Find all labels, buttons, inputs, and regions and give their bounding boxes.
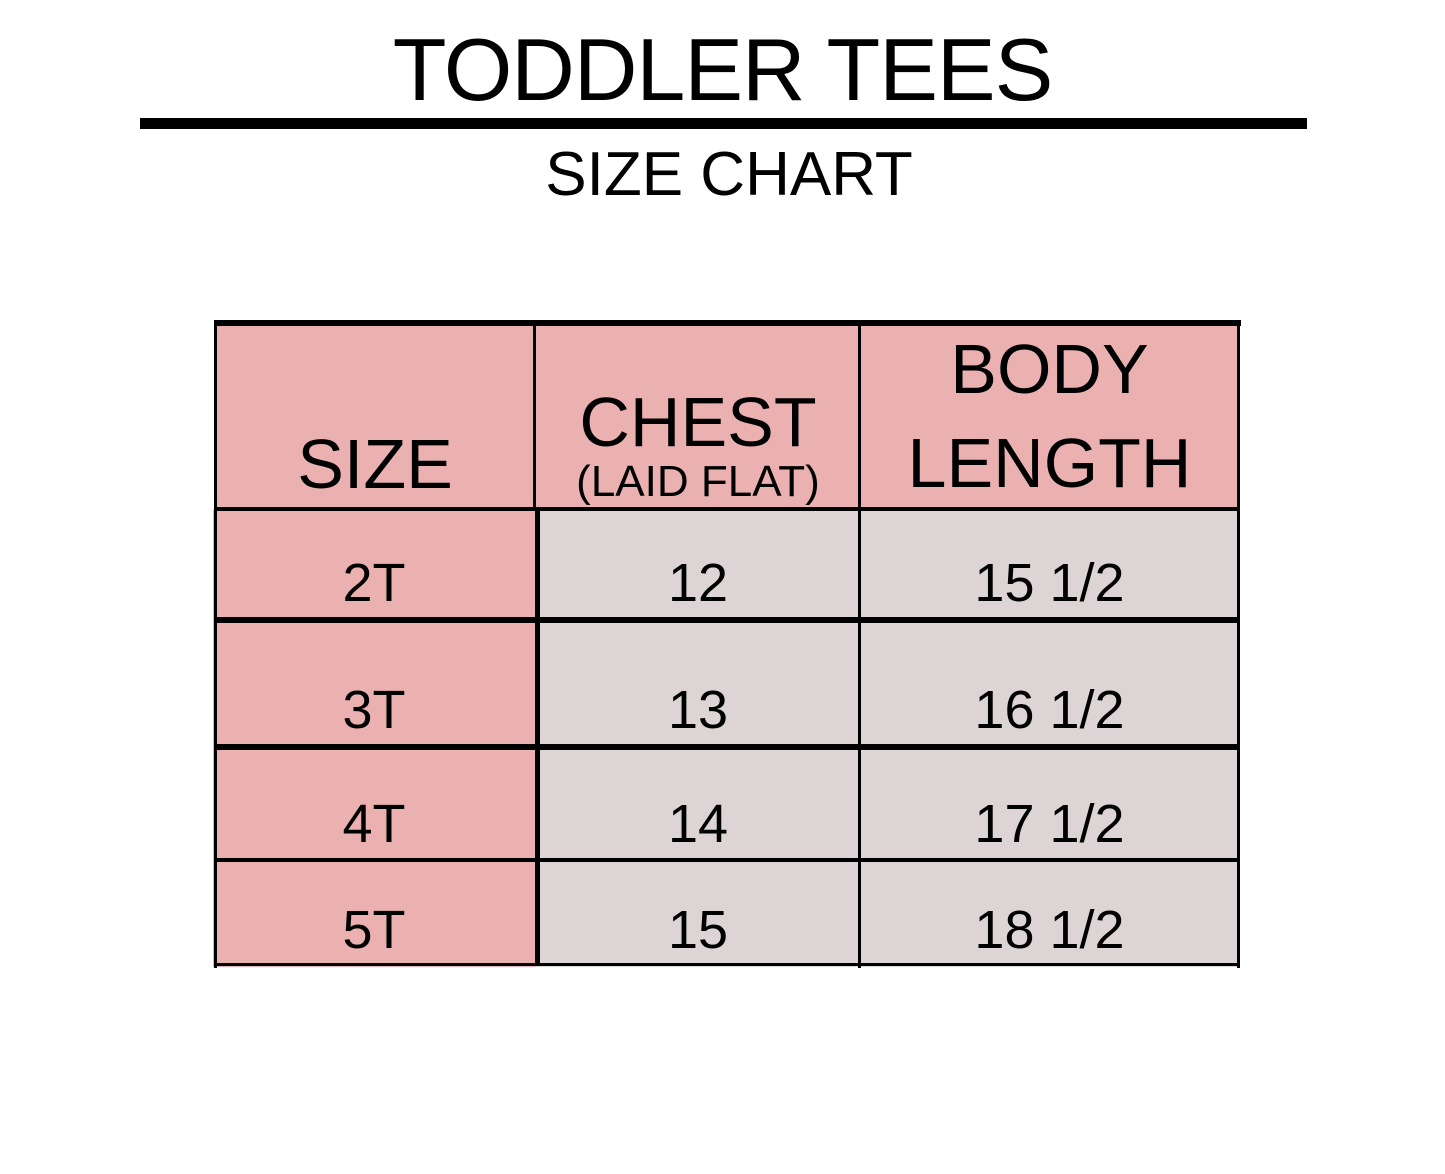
table-row-chest: 13 bbox=[535, 620, 861, 747]
title-divider bbox=[140, 118, 1307, 129]
header-body-length: BODY LENGTH bbox=[861, 325, 1238, 507]
row-divider bbox=[216, 744, 1240, 750]
table-row-chest: 12 bbox=[535, 510, 861, 620]
table-row-chest: 14 bbox=[535, 747, 861, 861]
table-border-top bbox=[214, 320, 1241, 326]
header-body-length-line1: BODY bbox=[950, 330, 1149, 408]
table-row-body-length: 15 1/2 bbox=[861, 510, 1238, 620]
table-row-body-length: 18 1/2 bbox=[861, 861, 1238, 967]
table-row-body-length: 17 1/2 bbox=[861, 747, 1238, 861]
table-row-size: 3T bbox=[213, 620, 535, 747]
table-row-size: 4T bbox=[213, 747, 535, 861]
header-size-label: SIZE bbox=[297, 425, 453, 503]
column-divider bbox=[858, 322, 861, 968]
table-row-size: 5T bbox=[213, 861, 535, 967]
table-row-size: 2T bbox=[213, 510, 535, 620]
page-subtitle: SIZE CHART bbox=[545, 140, 913, 209]
table-row-chest: 15 bbox=[535, 861, 861, 967]
header-size: SIZE bbox=[215, 325, 535, 507]
table-row-body-length: 16 1/2 bbox=[861, 620, 1238, 747]
row-divider bbox=[216, 858, 1240, 862]
page-title: TODDLER TEES bbox=[392, 20, 1054, 119]
table-border-right bbox=[1237, 320, 1240, 968]
header-chest-label: CHEST bbox=[579, 383, 817, 461]
column-divider bbox=[535, 508, 540, 966]
header-body-length-line2: LENGTH bbox=[907, 424, 1192, 502]
row-divider bbox=[216, 617, 1240, 623]
header-chest-note: (LAID FLAT) bbox=[576, 457, 820, 506]
header-chest: CHEST (LAID FLAT) bbox=[535, 325, 861, 507]
table-border-left bbox=[214, 320, 217, 968]
column-divider bbox=[533, 322, 536, 510]
table-border-bottom bbox=[216, 963, 1240, 966]
row-divider bbox=[216, 507, 1240, 511]
